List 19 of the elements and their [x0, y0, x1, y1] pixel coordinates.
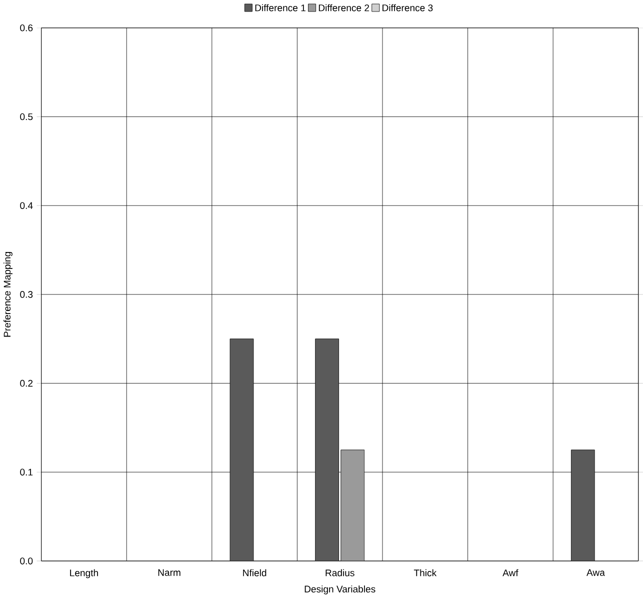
y-axis-title: Preference Mapping: [4, 252, 12, 337]
y-tick-label: 0.2: [20, 380, 33, 387]
x-axis-title: Design Variables: [304, 586, 376, 594]
x-tick-label: Radius: [326, 569, 354, 576]
y-tick-label: 0.5: [20, 113, 33, 120]
x-tick-label: Length: [70, 569, 98, 578]
y-tick-label: 0.3: [20, 291, 33, 298]
legend-label: Difference 2: [318, 4, 370, 12]
y-tick-label: 0.4: [20, 202, 33, 210]
y-tick-label: 0.0: [20, 558, 33, 564]
x-tick-label: Narm: [158, 569, 180, 576]
y-tick-label: 0.6: [20, 24, 33, 32]
legend-label: Difference 3: [382, 4, 433, 12]
x-tick-label: Awf: [502, 569, 518, 576]
y-tick-label: 0.1: [20, 468, 33, 476]
x-tick-label: Nfield: [243, 569, 266, 576]
x-tick-label: Thick: [414, 569, 437, 576]
legend-label: Difference 1: [255, 4, 306, 12]
x-tick-label: Awa: [586, 569, 605, 576]
